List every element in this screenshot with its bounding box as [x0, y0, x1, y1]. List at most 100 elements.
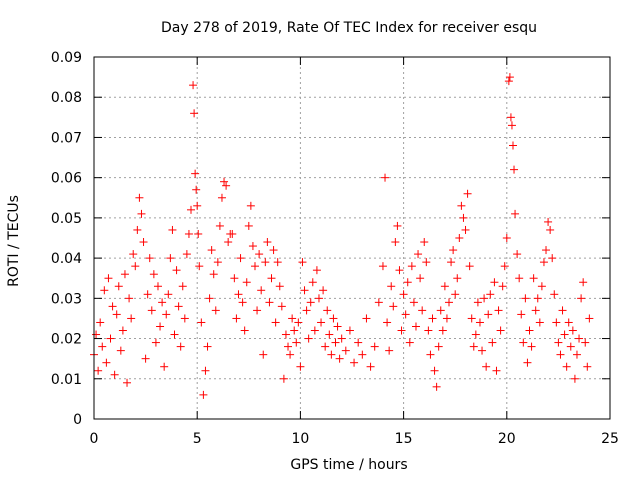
data-point — [496, 326, 505, 335]
data-point — [236, 254, 245, 263]
data-point — [164, 290, 173, 299]
data-point — [370, 342, 379, 351]
data-point — [403, 278, 412, 287]
data-point — [337, 334, 346, 343]
data-point — [556, 350, 565, 359]
data-point — [162, 310, 171, 319]
data-point — [350, 358, 359, 367]
data-point — [263, 238, 272, 247]
data-point — [114, 282, 123, 291]
y-tick-label: 0.06 — [51, 171, 82, 187]
data-point — [201, 366, 210, 375]
data-point — [329, 314, 338, 323]
data-point — [457, 201, 466, 210]
data-point — [96, 318, 105, 327]
data-point — [488, 338, 497, 347]
data-point — [228, 229, 237, 238]
data-point — [314, 294, 323, 303]
data-point — [554, 338, 563, 347]
data-point — [577, 294, 586, 303]
data-point — [94, 366, 103, 375]
data-point — [570, 374, 579, 383]
data-point — [255, 250, 264, 259]
data-point — [523, 358, 532, 367]
data-point — [440, 282, 449, 291]
data-point — [484, 310, 493, 319]
data-point — [176, 342, 185, 351]
data-point — [542, 246, 551, 255]
y-tick-label: 0.01 — [51, 372, 82, 388]
data-point — [273, 258, 282, 267]
data-point — [180, 314, 189, 323]
data-point — [238, 298, 247, 307]
data-points — [90, 73, 594, 399]
data-point — [500, 262, 509, 271]
data-point — [104, 274, 113, 283]
data-point — [317, 318, 326, 327]
y-tick-label: 0.04 — [51, 251, 82, 267]
data-point — [331, 338, 340, 347]
data-point — [383, 318, 392, 327]
data-point — [312, 266, 321, 275]
data-point — [391, 238, 400, 247]
data-point — [195, 262, 204, 271]
data-point — [325, 330, 334, 339]
data-point — [286, 350, 295, 359]
data-point — [160, 362, 169, 371]
data-point — [581, 338, 590, 347]
data-point — [434, 342, 443, 351]
data-point — [288, 314, 297, 323]
data-point — [465, 262, 474, 271]
data-point — [405, 338, 414, 347]
data-point — [207, 246, 216, 255]
data-point — [257, 286, 266, 295]
data-point — [192, 185, 201, 194]
data-point — [436, 306, 445, 315]
data-point — [449, 246, 458, 255]
data-point — [178, 282, 187, 291]
data-point — [240, 326, 249, 335]
data-point — [395, 266, 404, 275]
data-point — [513, 250, 522, 259]
data-point — [135, 193, 144, 202]
data-point — [108, 302, 117, 311]
x-tick-label: 20 — [498, 431, 516, 447]
x-axis-label: GPS time / hours — [290, 457, 407, 473]
data-point — [209, 270, 218, 279]
data-point — [143, 290, 152, 299]
data-point — [414, 250, 423, 259]
data-point — [562, 362, 571, 371]
data-point — [544, 217, 553, 226]
data-point — [385, 346, 394, 355]
data-point — [193, 201, 202, 210]
data-point — [281, 330, 290, 339]
data-point — [507, 121, 516, 130]
data-point — [153, 282, 162, 291]
data-point — [131, 262, 140, 271]
data-point — [535, 318, 544, 327]
data-point — [116, 346, 125, 355]
data-point — [494, 306, 503, 315]
data-point — [149, 270, 158, 279]
data-point — [133, 225, 142, 234]
data-point — [424, 326, 433, 335]
data-point — [248, 242, 257, 251]
data-point — [378, 262, 387, 271]
data-point — [579, 278, 588, 287]
data-point — [125, 294, 134, 303]
data-point — [527, 342, 536, 351]
x-tick-labels: 0 5 10 15 20 25 — [90, 431, 619, 447]
data-point — [463, 189, 472, 198]
data-point — [98, 342, 107, 351]
data-point — [191, 169, 200, 178]
data-point — [533, 294, 542, 303]
data-point — [546, 225, 555, 234]
data-point — [110, 370, 119, 379]
data-point — [381, 173, 390, 182]
data-point — [298, 258, 307, 267]
x-tick-label: 0 — [90, 431, 99, 447]
data-point — [232, 314, 241, 323]
x-tick-label: 25 — [601, 431, 619, 447]
data-point — [374, 298, 383, 307]
data-point — [568, 326, 577, 335]
